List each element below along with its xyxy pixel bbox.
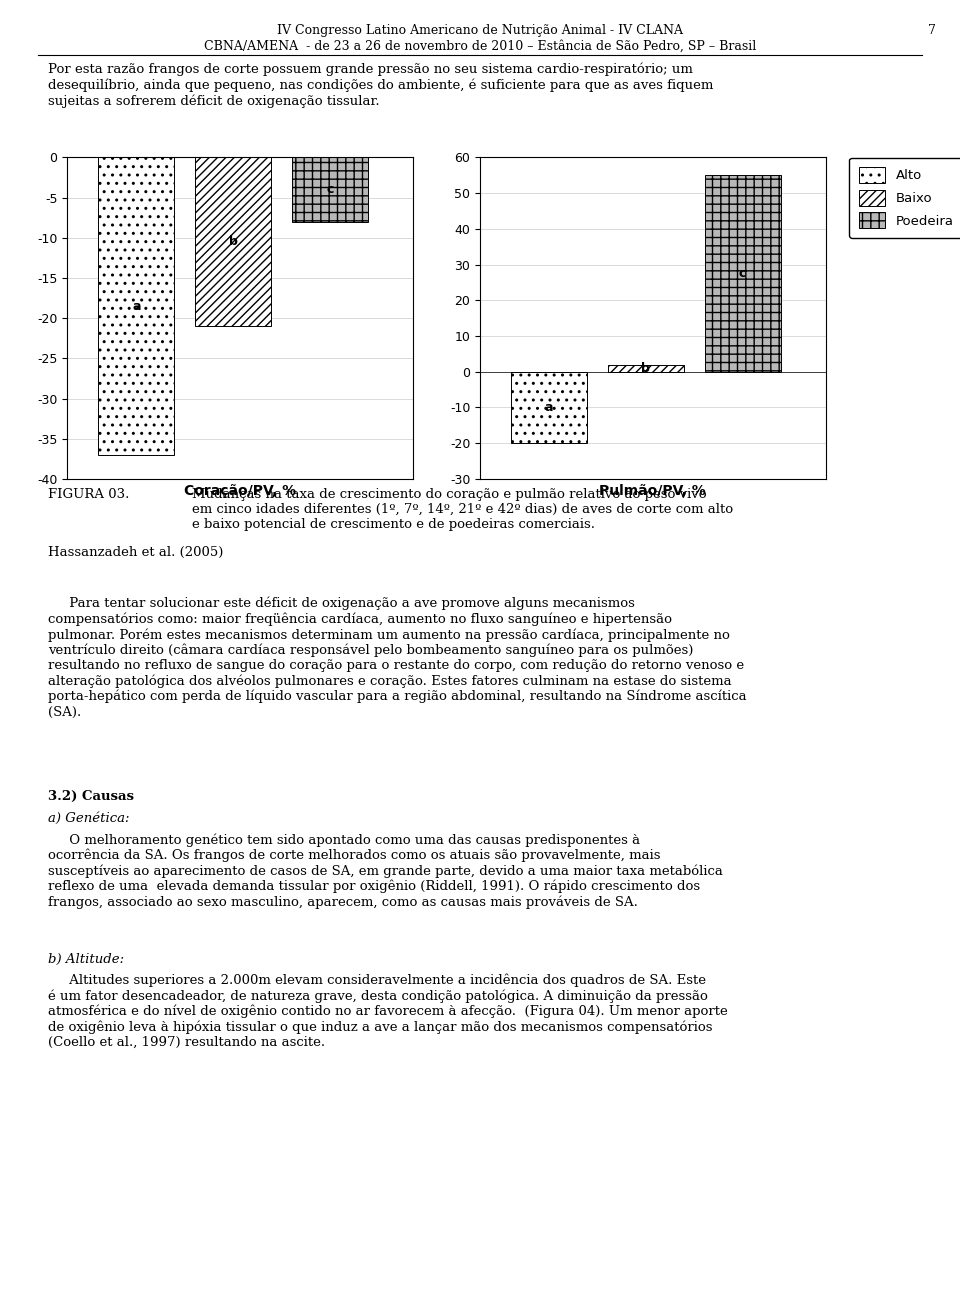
Text: b: b bbox=[228, 235, 237, 248]
Text: O melhoramento genético tem sido apontado como uma das causas predisponentes à
o: O melhoramento genético tem sido apontad… bbox=[48, 833, 723, 909]
Bar bbox=[511, 371, 588, 443]
X-axis label: Pulmão/PV, %: Pulmão/PV, % bbox=[599, 484, 707, 499]
Text: b) Altitude:: b) Altitude: bbox=[48, 953, 124, 966]
Text: a) Genética:: a) Genética: bbox=[48, 812, 130, 825]
Bar bbox=[195, 157, 271, 327]
Bar bbox=[292, 157, 368, 222]
Bar bbox=[608, 365, 684, 371]
Text: a: a bbox=[545, 401, 553, 415]
Text: Altitudes superiores a 2.000m elevam consideravelmente a incidência dos quadros : Altitudes superiores a 2.000m elevam con… bbox=[48, 974, 728, 1048]
Text: 3.2) Causas: 3.2) Causas bbox=[48, 790, 134, 803]
X-axis label: Coração/PV, %: Coração/PV, % bbox=[184, 484, 296, 499]
Text: Mudanças na taxa de crescimento do coração e pulmão relativo ao peso vivo
em cin: Mudanças na taxa de crescimento do coraç… bbox=[192, 488, 733, 531]
Text: IV Congresso Latino Americano de Nutrição Animal - IV CLANA: IV Congresso Latino Americano de Nutriçã… bbox=[277, 24, 683, 37]
Text: Hassanzadeh et al. (2005): Hassanzadeh et al. (2005) bbox=[48, 546, 224, 559]
Bar bbox=[705, 176, 780, 371]
Text: Por esta razão frangos de corte possuem grande pressão no seu sistema cardio-res: Por esta razão frangos de corte possuem … bbox=[48, 63, 713, 108]
Text: FIGURA 03.: FIGURA 03. bbox=[48, 488, 130, 501]
Text: Para tentar solucionar este déficit de oxigenação a ave promove alguns mecanismo: Para tentar solucionar este déficit de o… bbox=[48, 597, 747, 719]
Text: b: b bbox=[641, 362, 650, 375]
Text: a: a bbox=[132, 299, 140, 312]
Text: c: c bbox=[739, 268, 746, 279]
Bar bbox=[98, 157, 175, 455]
Legend: Alto, Baixo, Poedeira: Alto, Baixo, Poedeira bbox=[850, 157, 960, 237]
Text: c: c bbox=[326, 184, 333, 195]
Text: CBNA/AMENA  - de 23 a 26 de novembro de 2010 – Estância de São Pedro, SP – Brasi: CBNA/AMENA - de 23 a 26 de novembro de 2… bbox=[204, 39, 756, 52]
Text: 7: 7 bbox=[928, 24, 936, 37]
